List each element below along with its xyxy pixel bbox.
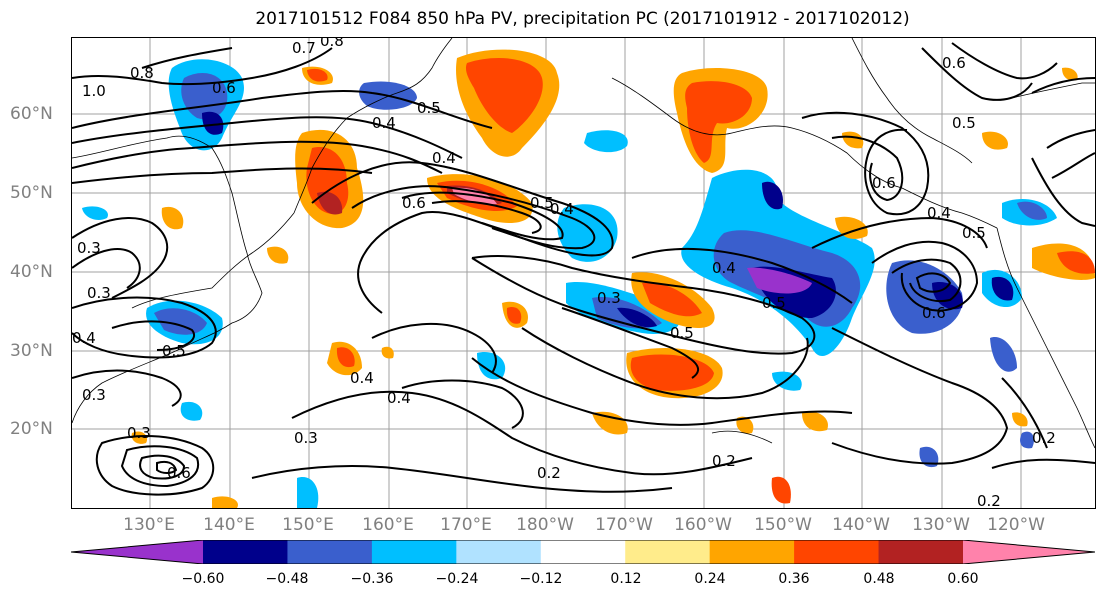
lon-label: 120°W bbox=[987, 515, 1045, 535]
contour-labels: 0.8 1.0 0.7 0.8 0.6 0.5 0.4 0.4 0.6 0.4 … bbox=[72, 38, 1056, 508]
pv-contours bbox=[72, 42, 1095, 496]
lon-label: 170°E bbox=[440, 515, 492, 535]
lat-label: 30°N bbox=[10, 341, 53, 361]
colorbar-segment bbox=[287, 540, 373, 564]
contour-label: 0.6 bbox=[167, 464, 191, 482]
lat-label: 50°N bbox=[10, 183, 53, 203]
contour-label: 0.4 bbox=[72, 329, 96, 347]
contour-label: 0.5 bbox=[417, 99, 441, 117]
colorbar-segment bbox=[709, 540, 795, 564]
colorbar-tick-label: −0.48 bbox=[265, 571, 309, 587]
contour-label: 0.2 bbox=[712, 452, 736, 470]
lon-label: 160°E bbox=[362, 515, 414, 535]
coastlines bbox=[72, 38, 1095, 449]
lon-label: 130°E bbox=[123, 515, 175, 535]
colorbar-tick-label: 0.48 bbox=[863, 571, 895, 587]
contour-label: 0.5 bbox=[530, 194, 554, 212]
contour-label: 0.4 bbox=[712, 259, 736, 277]
colorbar-tick-label: 0.36 bbox=[778, 571, 810, 587]
contour-label: 0.3 bbox=[127, 424, 151, 442]
map-plot: 0.8 1.0 0.7 0.8 0.6 0.5 0.4 0.4 0.6 0.4 … bbox=[72, 38, 1095, 508]
contour-label: 0.3 bbox=[87, 284, 111, 302]
contour-label: 0.3 bbox=[82, 386, 106, 404]
lon-label: 140°W bbox=[832, 515, 890, 535]
colorbar-segment bbox=[878, 540, 964, 564]
lon-label: 150°E bbox=[282, 515, 334, 535]
contour-label: 0.5 bbox=[670, 324, 694, 342]
lon-label: 180°W bbox=[516, 515, 574, 535]
colorbar-segment bbox=[371, 540, 457, 564]
contour-label: 0.7 bbox=[292, 39, 316, 57]
contour-label: 0.6 bbox=[402, 194, 426, 212]
colorbar-segments bbox=[71, 540, 1095, 564]
colorbar-segment bbox=[203, 540, 288, 564]
colorbar-tick-label: −0.24 bbox=[435, 571, 479, 587]
lat-label: 20°N bbox=[10, 419, 53, 439]
colorbar-segment bbox=[794, 540, 880, 564]
colorbar-segment bbox=[625, 540, 711, 564]
contour-label: 0.3 bbox=[77, 239, 101, 257]
colorbar-tick-label: 0.60 bbox=[947, 571, 979, 587]
contour-label: 0.4 bbox=[372, 114, 396, 132]
contour-label: 0.6 bbox=[872, 174, 896, 192]
map-panel: 0.8 1.0 0.7 0.8 0.6 0.5 0.4 0.4 0.6 0.4 … bbox=[71, 37, 1096, 509]
contour-label: 0.2 bbox=[1032, 429, 1056, 447]
contour-label: 0.4 bbox=[432, 149, 456, 167]
colorbar-tick-label: 0.24 bbox=[694, 571, 726, 587]
contour-label: 0.4 bbox=[927, 204, 951, 222]
lon-label: 160°W bbox=[674, 515, 732, 535]
colorbar-tick-label: 0.12 bbox=[610, 571, 642, 587]
lon-label: 170°W bbox=[595, 515, 653, 535]
contour-label: 0.3 bbox=[597, 289, 621, 307]
colorbar-tick-label: −0.36 bbox=[350, 571, 394, 587]
contour-label: 0.6 bbox=[922, 304, 946, 322]
lon-label: 130°W bbox=[912, 515, 970, 535]
lon-label: 150°W bbox=[754, 515, 812, 535]
colorbar-extend-high bbox=[963, 540, 1095, 564]
colorbar-tick-label: −0.12 bbox=[519, 571, 563, 587]
contour-label: 0.6 bbox=[212, 79, 236, 97]
map-title: 2017101512 F084 850 hPa PV, precipitatio… bbox=[255, 9, 910, 29]
contour-label: 0.4 bbox=[350, 369, 374, 387]
colorbar-extend-low bbox=[71, 540, 203, 564]
contour-label: 0.5 bbox=[762, 294, 786, 312]
contour-label: 0.5 bbox=[952, 114, 976, 132]
colorbar bbox=[71, 540, 1095, 564]
lat-label: 60°N bbox=[10, 104, 53, 124]
contour-label: 1.0 bbox=[82, 82, 106, 100]
contour-label: 0.2 bbox=[977, 492, 1001, 508]
lon-label: 140°E bbox=[203, 515, 255, 535]
contour-label: 0.8 bbox=[320, 38, 344, 50]
contour-label: 0.5 bbox=[962, 224, 986, 242]
contour-label: 0.4 bbox=[387, 389, 411, 407]
colorbar-segment bbox=[456, 540, 542, 564]
contour-label: 0.5 bbox=[162, 342, 186, 360]
contour-label: 0.6 bbox=[942, 54, 966, 72]
contour-label: 0.8 bbox=[130, 64, 154, 82]
contour-label: 0.2 bbox=[537, 464, 561, 482]
colorbar-tick-label: −0.60 bbox=[181, 571, 225, 587]
contour-label: 0.3 bbox=[294, 429, 318, 447]
lat-label: 40°N bbox=[10, 262, 53, 282]
colorbar-segment bbox=[540, 540, 626, 564]
precip-shading bbox=[82, 49, 1095, 508]
contour-label: 0.4 bbox=[550, 200, 574, 218]
